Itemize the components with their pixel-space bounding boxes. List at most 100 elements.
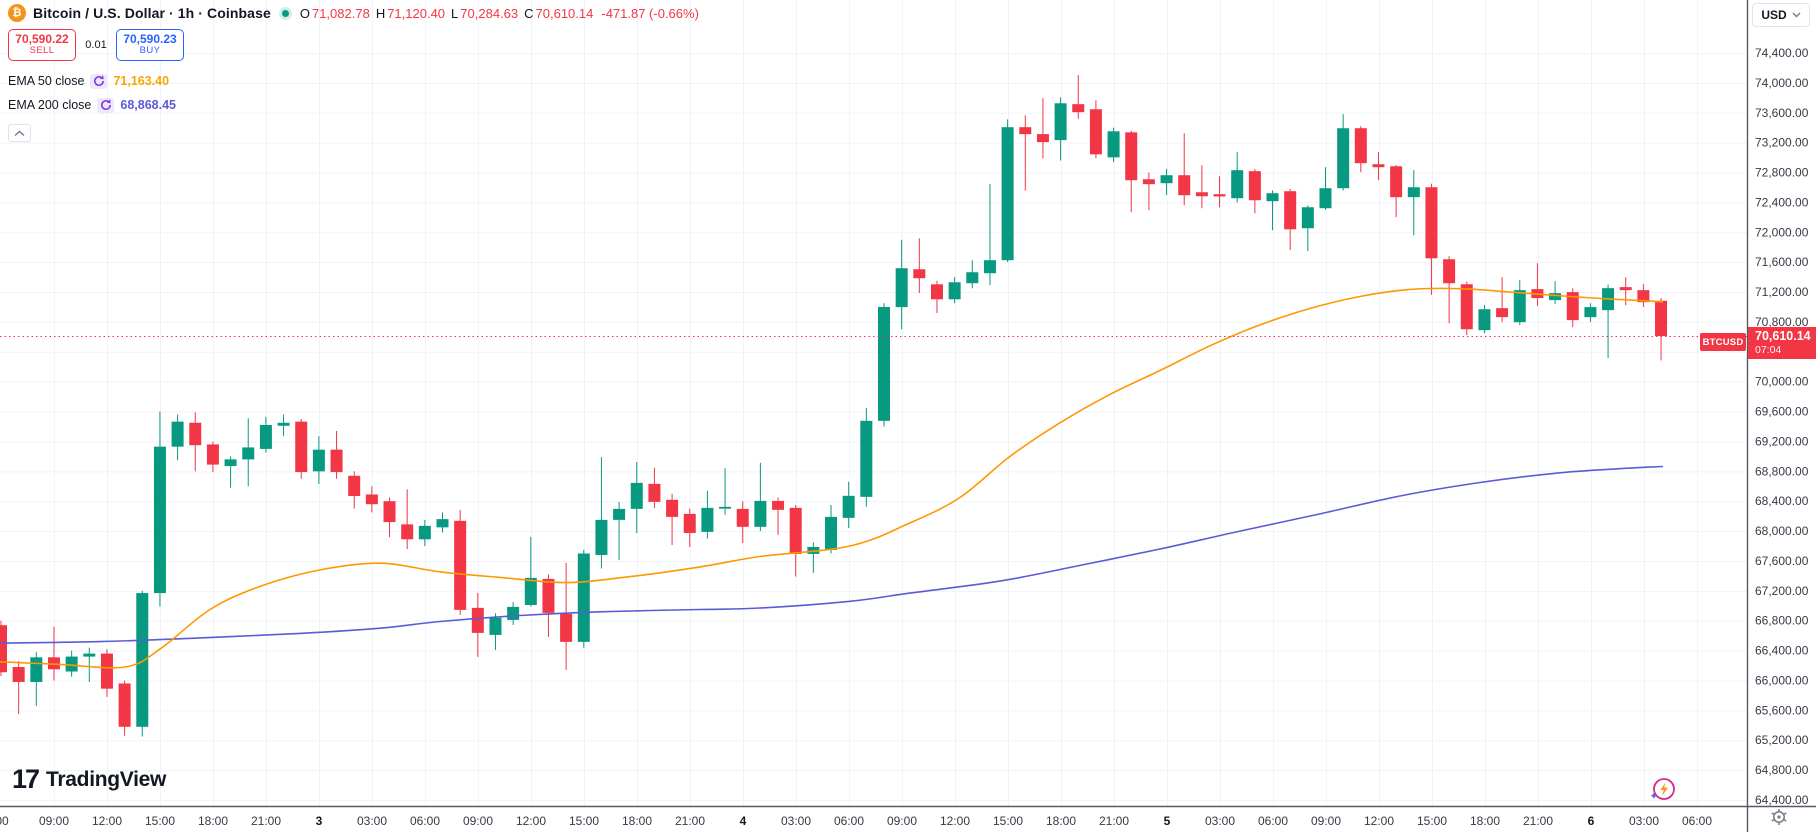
candle-body [471, 607, 484, 633]
gear-icon [1771, 809, 1787, 825]
time-axis[interactable]: 00 09:00 12:00 15:00 18:00 21:00 3 03:00 06:00 09… [0, 814, 1712, 828]
candle-body [1425, 187, 1438, 259]
candle-body [701, 507, 714, 532]
scale-settings-button[interactable] [1770, 808, 1788, 831]
candle-body [1213, 194, 1226, 197]
tradingview-watermark[interactable]: 17 TradingView [12, 764, 166, 795]
candle-body [259, 425, 272, 449]
candle-body [224, 459, 237, 467]
candle-body [206, 444, 219, 465]
time-tick-label: 12:00 [516, 814, 546, 828]
candle-body [648, 483, 661, 502]
tradingview-logo-text: TradingView [46, 767, 167, 791]
candles [0, 75, 1668, 737]
price-tick-label: 72,000.00 [1755, 225, 1809, 239]
candle-body [401, 524, 414, 540]
price-tick-label: 65,600.00 [1755, 703, 1809, 717]
price-tick-label: 66,400.00 [1755, 644, 1809, 658]
candle-body [895, 268, 908, 308]
time-tick-label: 21:00 [1523, 814, 1553, 828]
chevron-up-icon [14, 129, 25, 136]
candle-body [454, 520, 467, 610]
candle-body [577, 553, 590, 642]
price-tick-label: 70,000.00 [1755, 375, 1809, 389]
price-axis[interactable]: 74,400.00 74,000.00 73,600.00 73,200.00 72,8… [1755, 46, 1809, 807]
candle-body [560, 613, 573, 642]
ema50-line[interactable] [0, 287, 1664, 669]
ema200-line[interactable] [0, 465, 1664, 644]
candle-body [118, 683, 131, 727]
candle-body [1178, 175, 1191, 196]
candle-body [330, 449, 343, 473]
buy-price: 70,590.23 [123, 32, 177, 47]
time-tick-label: 6 [1588, 814, 1595, 828]
sync-icon [90, 73, 108, 89]
candle-body [365, 494, 378, 505]
candle-body [1036, 134, 1049, 143]
instant-trading-button[interactable] [1649, 776, 1677, 809]
candle-body [1107, 131, 1120, 158]
change-value: -471.87 (-0.66%) [601, 5, 699, 21]
price-tick-label: 72,400.00 [1755, 195, 1809, 209]
collapse-legend-button[interactable] [8, 124, 31, 142]
time-tick-label: 18:00 [1046, 814, 1076, 828]
candle-body [1354, 128, 1367, 164]
time-tick-label: 09:00 [39, 814, 69, 828]
time-tick-label: 5 [1164, 814, 1171, 828]
symbol-title[interactable]: Bitcoin / U.S. Dollar · 1h · Coinbase [33, 5, 271, 21]
candle-body [1160, 175, 1173, 184]
candle-body [1637, 290, 1650, 303]
candle-body [242, 447, 255, 460]
candle-body [1284, 191, 1297, 230]
candle-body [1460, 284, 1473, 330]
candle-body [1054, 103, 1067, 141]
price-tick-label: 74,400.00 [1755, 46, 1809, 60]
price-tick-label: 71,600.00 [1755, 255, 1809, 269]
candle-body [524, 577, 537, 605]
sell-button[interactable]: 70,590.22 SELL [8, 29, 76, 61]
time-tick-label: 15:00 [145, 814, 175, 828]
candle-body [1496, 308, 1509, 318]
candle-body [1566, 292, 1579, 321]
indicator-ema200-row[interactable]: EMA 200 close 68,868.45 [8, 94, 699, 116]
candle-body [277, 422, 290, 426]
candle-body [754, 500, 767, 527]
time-tick-label: 03:00 [357, 814, 387, 828]
time-tick-label: 06:00 [410, 814, 440, 828]
candle-body [1001, 127, 1014, 261]
candle-body [383, 501, 396, 523]
time-tick-label: 3 [316, 814, 323, 828]
candle-body [1231, 170, 1244, 199]
lightning-icon [1650, 778, 1675, 800]
price-tick-label: 68,800.00 [1755, 464, 1809, 478]
time-tick-label: 03:00 [781, 814, 811, 828]
last-price-axis-label: 70,610.14 07:04 [1748, 327, 1816, 359]
open-value: 71,082.78 [311, 5, 370, 21]
candle-body [312, 449, 325, 472]
time-tick-label: 18:00 [1470, 814, 1500, 828]
candle-body [595, 519, 608, 555]
time-tick-label: 21:00 [1099, 814, 1129, 828]
time-tick-label: 12:00 [92, 814, 122, 828]
candle-body [966, 272, 979, 284]
high-value: 71,120.40 [387, 5, 446, 21]
candle-body [1390, 166, 1403, 198]
time-tick-label: 15:00 [1417, 814, 1447, 828]
candle-body [683, 513, 696, 533]
candle-body [100, 653, 113, 689]
symbol-title-row[interactable]: ₿ Bitcoin / U.S. Dollar · 1h · Coinbase … [8, 2, 699, 24]
candle-body [348, 475, 361, 496]
candle-body [772, 500, 785, 510]
price-tick-label: 69,600.00 [1755, 405, 1809, 419]
buy-button[interactable]: 70,590.23 BUY [116, 29, 184, 61]
time-tick-label: 15:00 [993, 814, 1023, 828]
indicator-ema50-row[interactable]: EMA 50 close 71,163.40 [8, 70, 699, 92]
market-open-dot-icon [281, 9, 289, 17]
trade-buttons-row: 70,590.22 SELL 0.01 70,590.23 BUY [8, 29, 699, 61]
tradingview-logo-icon: 17 [12, 764, 40, 794]
candle-body [542, 578, 555, 613]
candle-body [736, 508, 749, 527]
currency-selector[interactable]: USD [1752, 3, 1810, 27]
candle-body [666, 499, 679, 517]
